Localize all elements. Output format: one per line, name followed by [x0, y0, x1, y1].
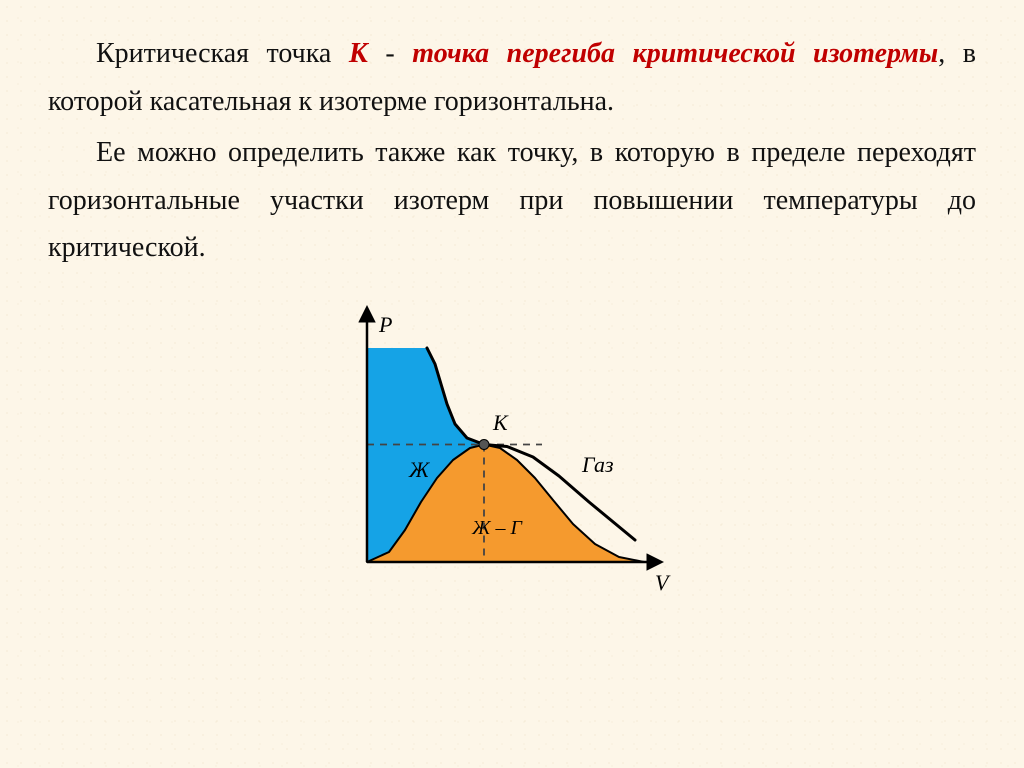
label-coexistence: Ж – Г — [471, 517, 523, 539]
label-gas: Газ — [581, 452, 614, 477]
diagram-container: P V К Ж Ж – Г Газ — [48, 292, 976, 602]
axis-label-p: P — [378, 312, 392, 337]
pv-phase-diagram: P V К Ж Ж – Г Газ — [337, 292, 687, 602]
p1-inflection-phrase: точка перегиба критической изотермы — [412, 38, 938, 69]
label-liquid: Ж — [408, 457, 430, 482]
slide: Критическая точка К - точка перегиба кри… — [0, 0, 1024, 768]
paragraph-2: Ее можно определить также как точку, в к… — [48, 129, 976, 272]
p2-text: Ее можно определить также как точку, в к… — [48, 137, 976, 263]
p1-sep: - — [368, 38, 412, 69]
label-critical-k: К — [492, 410, 509, 435]
p1-critical-k: К — [349, 38, 368, 69]
axis-label-v: V — [655, 570, 671, 595]
critical-point-k — [479, 439, 489, 449]
paragraph-1: Критическая точка К - точка перегиба кри… — [48, 30, 976, 125]
p1-plain-a: Критическая точка — [96, 38, 349, 69]
